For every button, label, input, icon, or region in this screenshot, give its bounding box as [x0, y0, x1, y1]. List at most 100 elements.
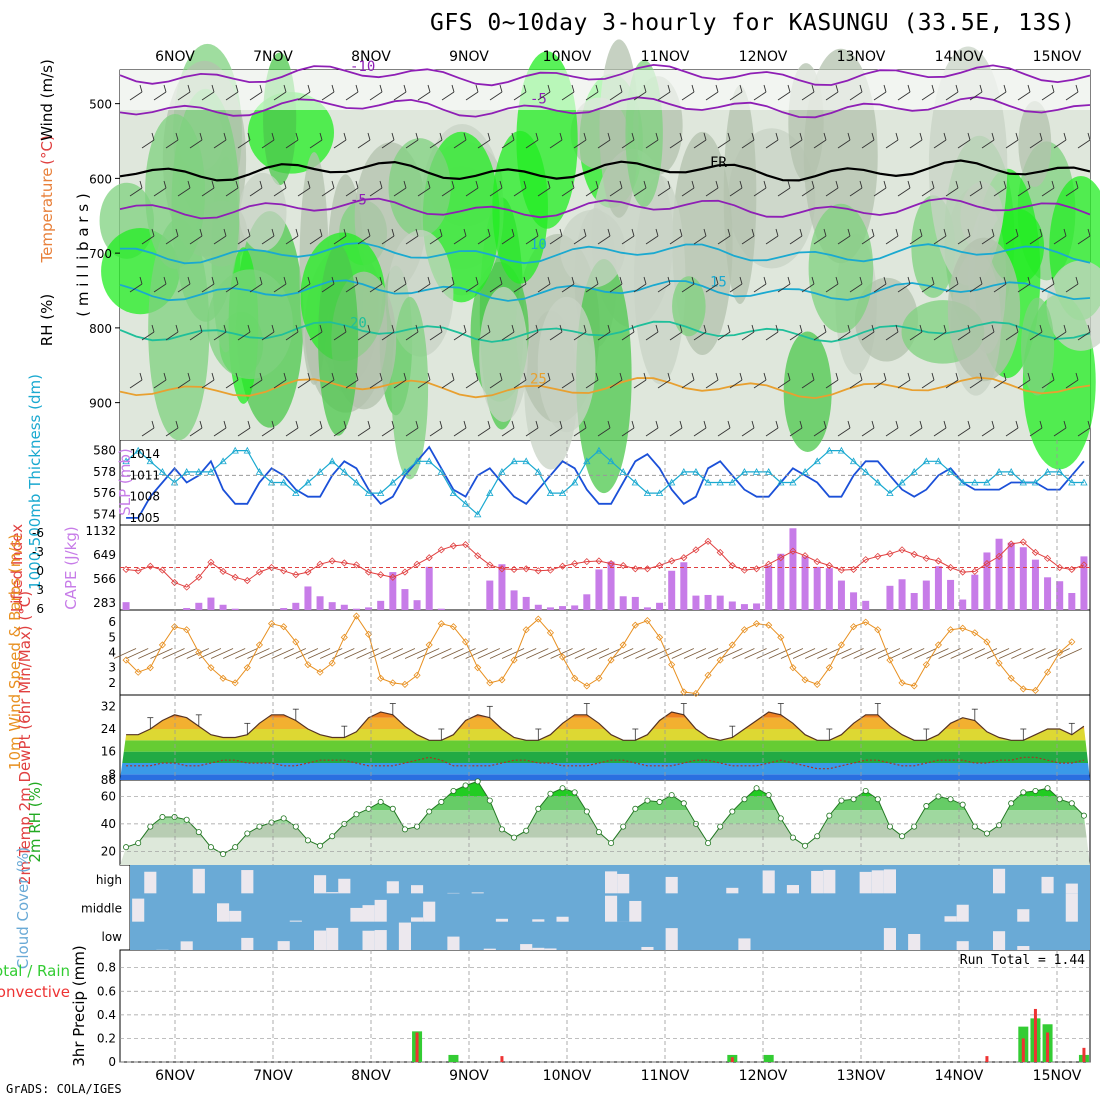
thickness-ylabel: 1000-500mb Thickness (dm) — [26, 374, 44, 590]
cloud-ylabel: Cloud Cover (%) — [14, 847, 32, 969]
upper-wind-barb — [813, 331, 827, 341]
surface-wind-barb — [914, 648, 937, 659]
upper-wind-barb — [465, 379, 479, 389]
upper-ylabel-temp: Temperature — [38, 167, 56, 263]
upper-wind-barb — [1017, 283, 1031, 293]
thickness-point — [643, 489, 652, 497]
upper-wind-barb-flag — [895, 132, 899, 141]
rh-point — [571, 789, 578, 796]
upper-wind-barb — [1017, 91, 1031, 101]
thickness-point — [219, 457, 227, 465]
upper-wind-barb — [597, 331, 611, 341]
wind-speed-point — [643, 617, 652, 625]
cape-bar — [207, 597, 215, 610]
wind-ylabel: 10m Wind Speed & Barbs (m/s) — [6, 534, 24, 770]
lifted-index-point — [558, 562, 567, 570]
surface-wind-barb — [623, 648, 646, 659]
upper-wind-barb-flag — [823, 132, 827, 141]
surface-wind-barb — [926, 648, 949, 659]
wind-speed-point — [401, 680, 409, 688]
surface-wind-barb — [986, 648, 1010, 659]
upper-wind-barb — [297, 283, 311, 293]
surface-wind-barb — [962, 648, 985, 659]
upper-wind-barb-flag — [691, 372, 695, 381]
cape-bar — [656, 602, 664, 610]
upper-wind-barb-flag — [895, 228, 899, 237]
thickness-point — [668, 478, 676, 486]
upper-wind-barb-flag — [655, 132, 659, 141]
isotherm--10 — [119, 63, 1091, 87]
upper-wind-barb-flag — [679, 324, 683, 333]
rh-point — [244, 830, 251, 837]
upper-wind-barb — [957, 331, 971, 341]
upper-wind-barb — [417, 187, 431, 197]
upper-wind-barb — [333, 139, 347, 149]
upper-wind-barb-flag — [139, 84, 143, 93]
wind-speed-point — [425, 641, 433, 649]
upper-wind-barb — [1077, 331, 1091, 341]
wind-speed-point — [655, 633, 664, 641]
cloud-low-bar — [641, 946, 654, 950]
upper-wind-barb-flag — [487, 228, 491, 237]
upper-wind-barb — [933, 331, 947, 341]
wind-speed-point — [922, 661, 930, 669]
surface-wind-barb — [805, 648, 828, 659]
upper-wind-barb — [357, 427, 371, 437]
date-label-bottom: 12NOV — [739, 1068, 788, 1084]
surface-wind-barb — [744, 648, 767, 659]
upper-wind-barb-flag — [1075, 372, 1079, 381]
cape-bar — [995, 538, 1003, 610]
isotherm-label: 20 — [350, 316, 367, 332]
cape-bar — [437, 608, 445, 610]
surface-wind-barb — [174, 648, 197, 659]
surface-wind-barb — [259, 648, 282, 659]
rh-point — [123, 844, 130, 851]
upper-wind-barb — [657, 91, 671, 101]
upper-wind-barb — [489, 91, 503, 101]
upper-wind-barb-flag — [331, 276, 335, 285]
upper-wind-barb-flag — [319, 324, 323, 333]
upper-wind-barb — [945, 91, 959, 101]
upper-wind-barb-flag — [271, 420, 275, 429]
wind-speed-point — [292, 638, 300, 646]
upper-wind-barb — [657, 283, 671, 293]
upper-wind-barb — [837, 331, 851, 341]
lifted-index-point — [170, 578, 179, 587]
date-label-top: 8NOV — [351, 49, 391, 65]
wind-panel — [113, 612, 1082, 698]
upper-wind-barb-flag — [979, 276, 983, 285]
cloud-low-bar — [483, 948, 496, 950]
thickness-point — [328, 457, 336, 465]
upper-wind-barb-flag — [343, 228, 347, 237]
upper-wind-barb — [417, 91, 431, 101]
upper-wind-barb-flag — [907, 372, 911, 381]
upper-wind-barb — [513, 379, 527, 389]
cape-bar — [571, 605, 579, 610]
upper-wind-barb — [321, 187, 335, 197]
upper-wind-barb-flag — [655, 228, 659, 237]
upper-wind-barb — [285, 139, 299, 149]
lifted-index-point — [1031, 548, 1040, 557]
upper-wind-barb-flag — [403, 84, 407, 93]
wind-tick: 3 — [108, 661, 116, 675]
lifted-index-point — [692, 546, 700, 554]
upper-wind-barb — [885, 235, 899, 245]
cape-bar — [534, 604, 542, 610]
rh-shade-blob — [1046, 260, 1100, 351]
cloud-low-bar — [326, 927, 339, 950]
thickness-point — [134, 446, 142, 454]
date-label-bottom: 13NOV — [837, 1068, 886, 1084]
upper-wind-barb — [273, 379, 287, 389]
upper-wind-barb-flag — [703, 132, 707, 141]
wind-speed-point — [765, 621, 773, 629]
temp-band — [120, 763, 1090, 775]
upper-wind-barb-flag — [247, 324, 251, 333]
cape-bar — [607, 561, 615, 610]
cloud-high-bar — [871, 870, 884, 894]
upper-wind-barb — [669, 331, 683, 341]
upper-wind-barb — [621, 427, 635, 437]
cape-bar — [1044, 577, 1052, 610]
upper-wind-barb-flag — [211, 84, 215, 93]
surface-wind-barb — [271, 648, 294, 659]
upper-wind-barb-flag — [343, 324, 347, 333]
